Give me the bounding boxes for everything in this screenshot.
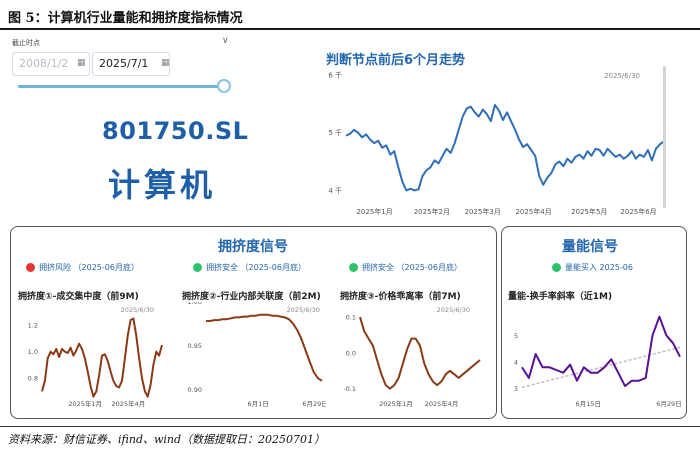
x-tick-label: 2025年1月 (68, 399, 102, 408)
y-tick-label: -0.1 (343, 385, 356, 393)
crowding-signal-1: 拥挤风险 （2025-06月底） (26, 262, 139, 273)
y-tick-label: 0.90 (188, 386, 202, 394)
date-label: 截止时点 (12, 39, 40, 47)
crowding-signal-1-label: 拥挤风险 （2025-06月底） (39, 263, 139, 272)
buy-dot-icon (552, 263, 561, 272)
y-tick-label: 4 千 (328, 186, 342, 195)
date-note: 2025/6/30 (287, 306, 320, 314)
volume-signal-label: 量能买入 2025-06 (565, 263, 633, 272)
y-tick-label: 1.2 (28, 322, 38, 330)
calendar-icon[interactable]: ▦ (77, 58, 86, 68)
x-tick-label: 2025年4月 (515, 207, 551, 216)
crowding-signal-2: 拥挤安全 （2025-06月底） (193, 262, 306, 273)
date-note: 2025/6/30 (437, 306, 470, 314)
safe-dot-icon (349, 263, 358, 272)
crowd3-title: 拥挤度③-价格乖离率（前7M) (340, 292, 461, 302)
x-tick-label: 2025年4月 (112, 399, 146, 408)
series-line (359, 316, 481, 390)
trend-line (521, 346, 681, 389)
volume-chart-title: 量能-换手率斜率（近1M) (508, 292, 613, 302)
x-tick-label: 6月29日 (656, 400, 681, 408)
series-line (41, 317, 163, 398)
crowding-signal-2-label: 拥挤安全 （2025-06月底） (206, 263, 306, 272)
start-date-input[interactable]: 2008/1/2 (12, 52, 90, 76)
calendar-icon[interactable]: ▦ (161, 58, 170, 68)
crowd1-chart: 0.8 1.0 1.2 2025年1月 2025年4月 2025/6/30 (28, 306, 163, 408)
x-tick-label: 2025年6月 (620, 207, 656, 216)
y-tick-label: 0.1 (346, 314, 356, 322)
crowd1-title: 拥挤度①-成交集中度（前9M) (18, 292, 139, 302)
y-tick-label: 0.0 (346, 349, 356, 357)
series-line (206, 313, 323, 382)
source-note: 资料来源：财信证券、ifind、wind（数据提取日：20250701） (8, 433, 326, 446)
y-tick-label: 1.00 (188, 302, 202, 306)
index-code: 801750.SL (102, 117, 249, 145)
y-tick-label: 0.8 (28, 375, 38, 383)
crowding-signal-3-label: 拥挤安全 （2025-06月底） (362, 263, 462, 272)
date-note: 2025/6/30 (604, 72, 640, 80)
crowd2-chart: 0.90 0.95 1.00 6月1日 6月29日 2025/6/30 (188, 302, 326, 408)
volume-chart: 3 4 5 6月15日 6月29日 (514, 315, 682, 408)
crowd2-title: 拥挤度②-行业内部关联度（前2M) (182, 292, 321, 302)
crowd3-chart: -0.1 0.0 0.1 2025年1月 2025年4月 2025/6/30 (343, 306, 481, 408)
y-tick-label: 3 (514, 385, 518, 393)
y-tick-label: 6 千 (328, 70, 342, 79)
index-name: 计算机 (108, 166, 217, 204)
figure-title: 图 5：计算机行业量能和拥挤度指标情况 (8, 11, 243, 26)
trend-chart-title: 判断节点前后6个月走势 (326, 53, 466, 68)
end-date-input[interactable]: 2025/7/1 (92, 52, 170, 76)
figure-title-bar (0, 0, 700, 30)
x-tick-label: 6月1日 (248, 400, 269, 408)
volume-title: 量能信号 (562, 239, 618, 255)
footer-divider (0, 426, 700, 427)
y-tick-label: 1.0 (28, 348, 38, 356)
y-tick-label: 0.95 (188, 342, 202, 350)
date-note: 2025/6/30 (121, 306, 154, 314)
y-tick-label: 5 (514, 332, 518, 340)
trend-chart: 4 千 5 千 6 千 2025年1月 2025年2月 2025年3月 2025年4月 202… (328, 66, 666, 216)
date-slider-track[interactable] (18, 85, 226, 88)
series-line (345, 103, 665, 192)
safe-dot-icon (193, 263, 202, 272)
x-tick-label: 2025年4月 (425, 399, 459, 408)
x-tick-label: 2025年2月 (414, 207, 450, 216)
risk-dot-icon (26, 263, 35, 272)
x-tick-label: 2025年1月 (356, 207, 392, 216)
series-line (521, 315, 681, 387)
crowding-title: 拥挤度信号 (218, 239, 288, 255)
x-tick-label: 6月29日 (302, 400, 326, 408)
x-tick-label: 2025年3月 (465, 207, 501, 216)
x-tick-label: 2025年5月 (571, 207, 607, 216)
date-slider-handle[interactable] (217, 79, 231, 93)
x-tick-label: 2025年1月 (379, 399, 413, 408)
volume-signal: 量能买入 2025-06 (552, 262, 633, 273)
scrollbar[interactable] (663, 66, 666, 208)
chevron-down-icon[interactable]: ∨ (222, 36, 229, 46)
x-tick-label: 6月15日 (576, 400, 601, 408)
crowding-signal-3: 拥挤安全 （2025-06月底） (349, 262, 462, 273)
y-tick-label: 5 千 (328, 128, 342, 137)
volume-panel (501, 226, 687, 419)
y-tick-label: 4 (514, 359, 518, 367)
